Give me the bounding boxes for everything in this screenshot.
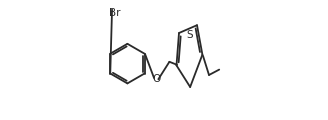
Text: S: S	[186, 30, 193, 40]
Text: Br: Br	[109, 8, 121, 18]
Text: O: O	[152, 74, 160, 84]
